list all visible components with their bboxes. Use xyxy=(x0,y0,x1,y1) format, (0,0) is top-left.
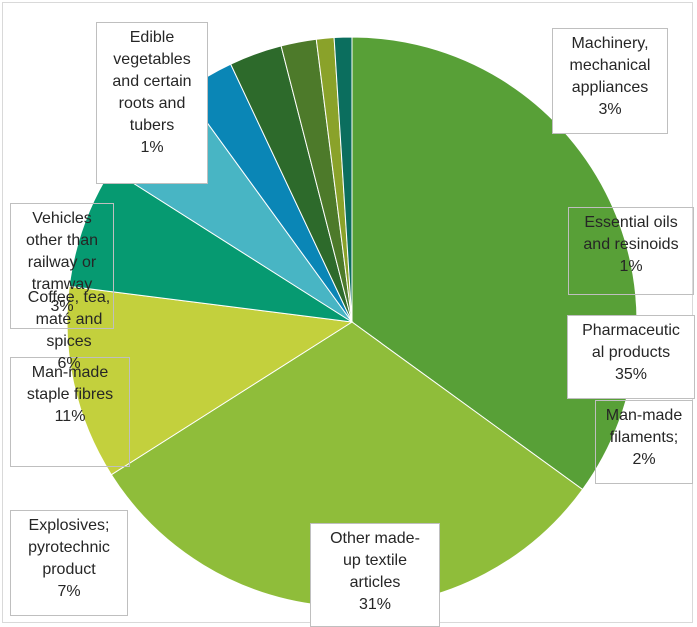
label-vehicles-other-than-railway: Vehicles other than railway or tramway 3… xyxy=(10,203,114,329)
pie-slice-man-made-staple-fibres xyxy=(66,285,354,476)
label-edible-vegetables-roots-tubers: Edible vegetables and certain roots and … xyxy=(96,22,208,184)
label-other-made-up-textile-articles: Other made- up textile articles 31% xyxy=(310,523,440,627)
label-man-made-staple-fibres: Man-made staple fibres 11% xyxy=(10,357,130,467)
label-explosives-pyrotechnic-product: Explosives; pyrotechnic product 7% xyxy=(10,510,128,616)
label-machinery-mechanical-appliances: Machinery, mechanical appliances 3% xyxy=(552,28,668,134)
label-pharmaceutical-products: Pharmaceutic al products 35% xyxy=(567,315,695,399)
label-man-made-filaments: Man-made filaments; 2% xyxy=(595,400,693,484)
label-coffee-tea-mate-spices: Coffee, tea, maté and spices 6% xyxy=(27,289,111,372)
label-essential-oils-resinoids: Essential oils and resinoids 1% xyxy=(568,207,694,295)
pie-slice-edible-vegetables-and-certain-roots-and-tubers xyxy=(333,36,353,323)
pie-slice-pharmaceutical-products xyxy=(351,36,638,491)
